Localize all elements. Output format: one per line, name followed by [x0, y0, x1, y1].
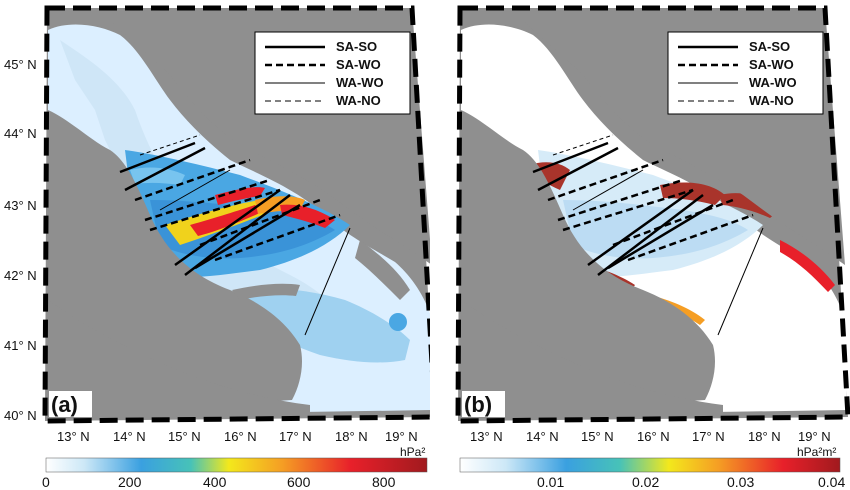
lon-label-19-b: 19° N: [798, 429, 831, 444]
colorbar-tick-a-4: 800: [372, 474, 396, 490]
legend-label-wa-wo-b: WA-WO: [749, 75, 797, 90]
legend-label-wa-no-b: WA-NO: [749, 93, 794, 108]
colorbar-tick-a-2: 400: [203, 474, 227, 490]
legend-label-wa-wo: WA-WO: [336, 75, 384, 90]
colorbar-tick-a-0: 0: [42, 474, 50, 490]
map-panel-b: SA-SO SA-WO WA-WO WA-NO (b) 13° N 14° N …: [455, 5, 850, 490]
lat-label-45: 45° N: [4, 57, 37, 72]
transect-lines-b: [532, 134, 764, 336]
colorbar-unit-b: hPa²m²: [797, 445, 836, 459]
transect-lines-a: [119, 134, 351, 336]
land-italy-b: [461, 110, 723, 416]
lat-label-44: 44° N: [4, 126, 37, 141]
lon-label-14-b: 14° N: [526, 429, 559, 444]
lat-label-41: 41° N: [4, 338, 37, 353]
legend-label-sa-so: SA-SO: [336, 39, 377, 54]
colorbar-tick-a-3: 600: [287, 474, 311, 490]
lon-label-15-b: 15° N: [581, 429, 614, 444]
colorbar-tick-b-4: 0.04: [818, 474, 845, 490]
legend-label-sa-wo-b: SA-WO: [749, 57, 794, 72]
lat-label-40: 40° N: [4, 408, 37, 423]
colorbar-a: [45, 457, 428, 473]
lat-label-43: 43° N: [4, 198, 37, 213]
colorbar-tick-b-1: 0.01: [537, 474, 564, 490]
land-italy-a: [48, 110, 310, 416]
lon-label-18-b: 18° N: [748, 429, 781, 444]
lon-label-14: 14° N: [113, 429, 146, 444]
colorbar-tick-b-2: 0.02: [632, 474, 659, 490]
legend-label-sa-so-b: SA-SO: [749, 39, 790, 54]
lon-label-13-b: 13° N: [470, 429, 503, 444]
map-panel-a: SA-SO SA-WO WA-WO WA-NO (a) 45° N 44° N …: [4, 5, 430, 490]
lon-label-16: 16° N: [224, 429, 257, 444]
legend-label-sa-wo: SA-WO: [336, 57, 381, 72]
colorbar-tick-b-3: 0.03: [727, 474, 754, 490]
lat-label-42: 42° N: [4, 268, 37, 283]
lon-label-16-b: 16° N: [637, 429, 670, 444]
panel-label-b: (b): [464, 392, 492, 417]
legend-label-wa-no: WA-NO: [336, 93, 381, 108]
colorbar-b: [459, 457, 841, 473]
lon-label-19: 19° N: [385, 429, 418, 444]
lon-label-13: 13° N: [57, 429, 90, 444]
lon-label-15: 15° N: [168, 429, 201, 444]
sea-area-b: [461, 24, 847, 416]
lon-label-17-b: 17° N: [692, 429, 725, 444]
legend-a: SA-SO SA-WO WA-WO WA-NO: [254, 31, 411, 115]
colorbar-unit-a: hPa²: [400, 445, 425, 459]
legend-b: SA-SO SA-WO WA-WO WA-NO: [667, 31, 824, 115]
lon-label-17: 17° N: [279, 429, 312, 444]
panel-label-a: (a): [51, 392, 78, 417]
colorbar-tick-a-1: 200: [118, 474, 142, 490]
lon-label-18: 18° N: [335, 429, 368, 444]
